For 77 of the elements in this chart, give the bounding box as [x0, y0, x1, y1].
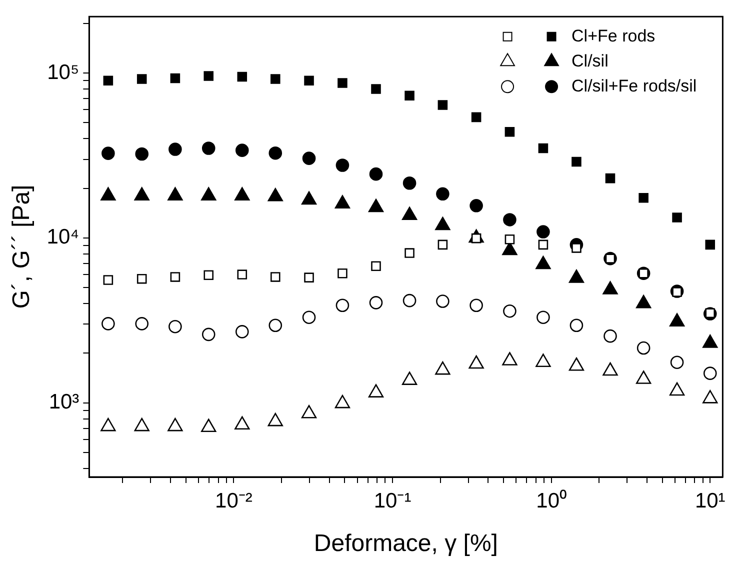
point: [636, 341, 650, 355]
legend-label: Cl/sil+Fe rods/sil: [572, 76, 697, 96]
point: [538, 240, 548, 250]
y-tick-label: 10⁴: [46, 226, 80, 249]
point: [204, 71, 214, 81]
point: [204, 270, 214, 280]
point: [103, 275, 114, 285]
point: [402, 294, 416, 308]
point: [268, 146, 282, 160]
point: [570, 318, 584, 332]
point: [371, 84, 381, 94]
point: [536, 225, 550, 238]
point: [336, 158, 350, 172]
point: [302, 310, 316, 324]
point: [503, 304, 516, 318]
point: [270, 74, 280, 84]
point: [338, 268, 348, 278]
y-tick-label: 10⁵: [47, 60, 80, 84]
point: [136, 74, 147, 84]
point: [670, 356, 684, 370]
point: [572, 156, 582, 167]
point: [135, 147, 149, 161]
point: [235, 325, 249, 338]
point: [471, 112, 482, 122]
point: [336, 298, 350, 312]
point: [237, 72, 248, 82]
point: [170, 272, 180, 282]
point: [168, 320, 182, 334]
point: [404, 90, 414, 100]
y-tick-label: 10³: [48, 390, 80, 414]
y-axis-title: G´, G´´ [Pa]: [8, 184, 36, 309]
legend-label: Cl/sil: [572, 51, 608, 70]
point: [703, 366, 717, 380]
point: [268, 318, 282, 332]
point: [338, 78, 348, 88]
point: [102, 146, 115, 160]
point: [402, 176, 416, 190]
point: [136, 274, 147, 284]
point: [135, 317, 149, 330]
point: [536, 310, 550, 324]
legend-label: Cl+Fe rods: [572, 26, 656, 46]
x-tick-label: 10⁰: [536, 489, 566, 512]
point: [605, 173, 616, 184]
point: [538, 143, 548, 154]
point: [504, 234, 515, 244]
point: [705, 240, 716, 250]
point: [470, 199, 483, 212]
point: [369, 167, 383, 181]
x-tick-label: 10⁻¹: [374, 489, 412, 512]
point: [470, 298, 483, 312]
point: [304, 76, 314, 86]
point: [436, 294, 450, 308]
x-axis-title: Deformace, γ [%]: [314, 530, 498, 558]
point: [504, 126, 515, 137]
point: [103, 76, 114, 86]
point: [270, 272, 280, 282]
point: [604, 329, 617, 343]
point: [102, 317, 115, 330]
point: [237, 270, 248, 280]
point: [638, 192, 648, 203]
point: [235, 144, 249, 157]
point: [170, 73, 180, 84]
point: [304, 272, 314, 282]
point: [202, 328, 216, 342]
point: [168, 142, 182, 156]
point: [438, 100, 448, 110]
x-tick-label: 10¹: [694, 489, 726, 512]
point: [503, 213, 516, 226]
point: [404, 248, 414, 258]
point: [672, 212, 682, 222]
point: [302, 152, 316, 165]
point: [438, 240, 448, 250]
x-tick-label: 10⁻²: [215, 489, 252, 512]
point: [436, 187, 450, 201]
point: [369, 296, 383, 310]
point: [371, 261, 381, 271]
point: [202, 142, 216, 155]
